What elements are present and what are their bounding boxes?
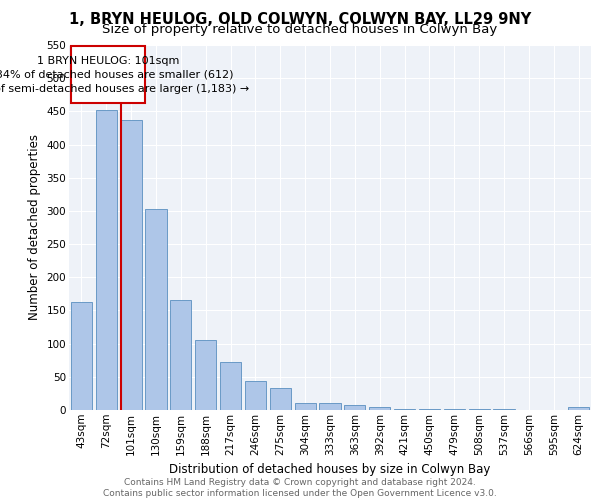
Bar	[344, 404, 365, 410]
Bar	[568, 408, 589, 410]
Bar	[170, 300, 191, 410]
Bar	[245, 381, 266, 410]
Text: 1, BRYN HEULOG, OLD COLWYN, COLWYN BAY, LL29 9NY: 1, BRYN HEULOG, OLD COLWYN, COLWYN BAY, …	[69, 12, 531, 26]
Bar	[319, 404, 341, 410]
Y-axis label: Number of detached properties: Number of detached properties	[28, 134, 41, 320]
Bar	[369, 408, 390, 410]
Bar	[270, 388, 291, 410]
Bar	[394, 408, 415, 410]
Bar	[121, 120, 142, 410]
Text: 1 BRYN HEULOG: 101sqm
← 34% of detached houses are smaller (612)
66% of semi-det: 1 BRYN HEULOG: 101sqm ← 34% of detached …	[0, 56, 250, 94]
Bar	[419, 408, 440, 410]
Bar	[71, 302, 92, 410]
X-axis label: Distribution of detached houses by size in Colwyn Bay: Distribution of detached houses by size …	[169, 463, 491, 476]
Bar	[195, 340, 216, 410]
Text: Contains HM Land Registry data © Crown copyright and database right 2024.
Contai: Contains HM Land Registry data © Crown c…	[103, 478, 497, 498]
FancyBboxPatch shape	[71, 46, 145, 104]
Bar	[220, 362, 241, 410]
Bar	[145, 209, 167, 410]
Bar	[295, 402, 316, 410]
Bar	[96, 110, 117, 410]
Text: Size of property relative to detached houses in Colwyn Bay: Size of property relative to detached ho…	[103, 24, 497, 36]
